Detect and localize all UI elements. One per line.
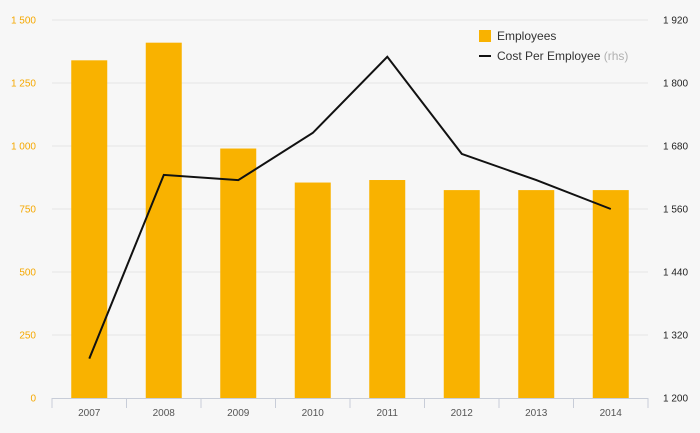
y-left-tick-label: 750: [19, 205, 36, 216]
x-tick-label: 2010: [302, 408, 325, 419]
y-left-tick-label: 1 000: [11, 142, 36, 153]
gridlines: [52, 19, 648, 336]
legend-swatch-employees: [479, 30, 491, 42]
y-left-tick-label: 1 500: [11, 16, 36, 27]
x-tick-label: 2011: [376, 408, 398, 419]
x-tick-label: 2007: [78, 408, 101, 419]
legend-label-cost-per-employee: Cost Per Employee (rhs): [497, 49, 628, 63]
bar: [294, 182, 331, 398]
y-axis-left: 0 250 500 750 1 000 1 250 1 500: [11, 16, 36, 405]
y-right-tick-label: 1 800: [663, 79, 688, 90]
y-left-tick-label: 1 250: [11, 79, 36, 90]
bar-series-employees: [71, 42, 629, 399]
bar: [443, 190, 480, 398]
y-axis-right: 1 200 1 320 1 440 1 560 1 680 1 800 1 920: [663, 16, 688, 405]
x-tick-label: 2012: [451, 408, 474, 419]
y-left-tick-label: 500: [19, 268, 36, 279]
y-right-tick-label: 1 920: [663, 16, 688, 27]
y-right-tick-label: 1 200: [663, 394, 688, 405]
legend-label-employees: Employees: [497, 29, 556, 43]
x-tick-label: 2008: [153, 408, 176, 419]
bar: [145, 42, 182, 399]
series-line: [88, 55, 612, 359]
legend: Employees Cost Per Employee (rhs): [479, 29, 628, 63]
y-right-tick-label: 1 440: [663, 268, 688, 279]
y-right-tick-label: 1 560: [663, 205, 688, 216]
y-left-tick-label: 250: [19, 331, 36, 342]
x-tick-label: 2009: [227, 408, 250, 419]
bar: [220, 148, 257, 398]
y-left-tick-label: 0: [30, 394, 36, 405]
bar: [369, 180, 406, 398]
y-right-tick-label: 1 680: [663, 142, 688, 153]
bar: [592, 190, 629, 398]
x-tick-label: 2014: [600, 408, 623, 419]
bar: [518, 190, 555, 398]
y-right-tick-label: 1 320: [663, 331, 688, 342]
x-axis: 2007 2008 2009 2010 2011 2012 2013 2014: [51, 398, 649, 419]
line-series-cost-per-employee: [88, 55, 612, 359]
bar: [71, 60, 108, 398]
x-tick-label: 2013: [525, 408, 548, 419]
legend-label-suffix: (rhs): [604, 49, 629, 63]
